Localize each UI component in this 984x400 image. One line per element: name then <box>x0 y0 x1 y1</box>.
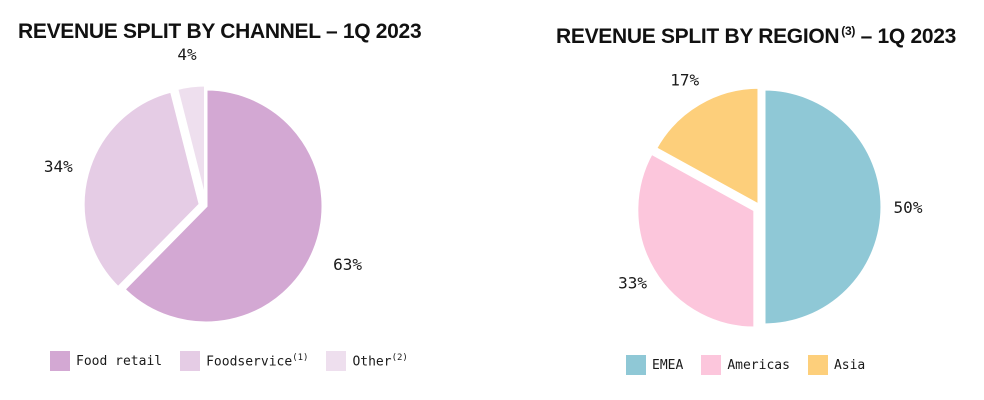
channel-pie-chart: 63% 34% 4% <box>44 45 362 325</box>
region-chart-title-text: REVENUE SPLIT BY REGION <box>556 25 840 48</box>
legend-swatch-other <box>326 351 347 371</box>
legend-label-asia: Asia <box>833 357 866 373</box>
legend-item-asia: Asia <box>807 355 866 375</box>
legend-item-food-retail: Food retail <box>50 351 162 371</box>
legend-label-other: Other(2) <box>352 352 408 370</box>
legend-item-other: Other(2) <box>326 351 408 371</box>
legend-swatch-emea <box>626 355 646 375</box>
legend-footnote-foodservice: (1) <box>292 352 309 363</box>
region-legend: EMEA Americas Asia <box>626 355 883 375</box>
pie-slice-food-retail <box>121 87 325 325</box>
channel-legend: Food retail Foodservice(1) Other(2) <box>50 351 426 371</box>
legend-item-emea: EMEA <box>626 355 683 375</box>
data-label-emea: 50% <box>894 198 923 217</box>
legend-swatch-foodservice <box>180 351 201 371</box>
legend-swatch-americas <box>701 355 722 375</box>
data-label-food-retail: 63% <box>333 255 362 274</box>
legend-swatch-asia <box>807 355 828 375</box>
legend-label-americas: Americas <box>727 357 790 373</box>
legend-footnote-other: (2) <box>391 352 408 363</box>
region-chart-title-footnote: (3) <box>841 24 856 38</box>
region-chart-title: REVENUE SPLIT BY REGION (3) – 1Q 2023 <box>556 24 956 49</box>
legend-item-foodservice: Foodservice(1) <box>180 351 308 371</box>
region-chart-title-suffix: – 1Q 2023 <box>855 25 957 48</box>
pie-slice-other <box>174 83 208 203</box>
pie-slice-emea <box>762 87 884 327</box>
legend-label-foodservice: Foodservice(1) <box>206 352 309 370</box>
legend-label-emea: EMEA <box>652 357 684 373</box>
legend-item-americas: Americas <box>701 355 790 375</box>
legend-label-food-retail: Food retail <box>76 353 163 369</box>
pie-slice-asia <box>653 85 761 208</box>
channel-chart-title: REVENUE SPLIT BY CHANNEL – 1Q 2023 <box>18 20 422 44</box>
pie-slice-foodservice <box>81 89 202 290</box>
channel-chart-panel: REVENUE SPLIT BY CHANNEL – 1Q 2023 63% 34… <box>0 0 490 400</box>
pie-slice-americas <box>635 151 757 330</box>
channel-chart-title-text: REVENUE SPLIT BY CHANNEL – 1Q 2023 <box>18 20 422 43</box>
data-label-americas: 33% <box>618 273 647 292</box>
data-label-asia: 17% <box>670 71 699 90</box>
region-pie-chart: 50% 33% 17% <box>618 71 923 330</box>
legend-swatch-food-retail <box>50 351 70 371</box>
data-label-other: 4% <box>177 45 197 64</box>
region-chart-panel: REVENUE SPLIT BY REGION (3) – 1Q 2023 50%… <box>490 0 984 400</box>
data-label-foodservice: 34% <box>44 157 73 176</box>
